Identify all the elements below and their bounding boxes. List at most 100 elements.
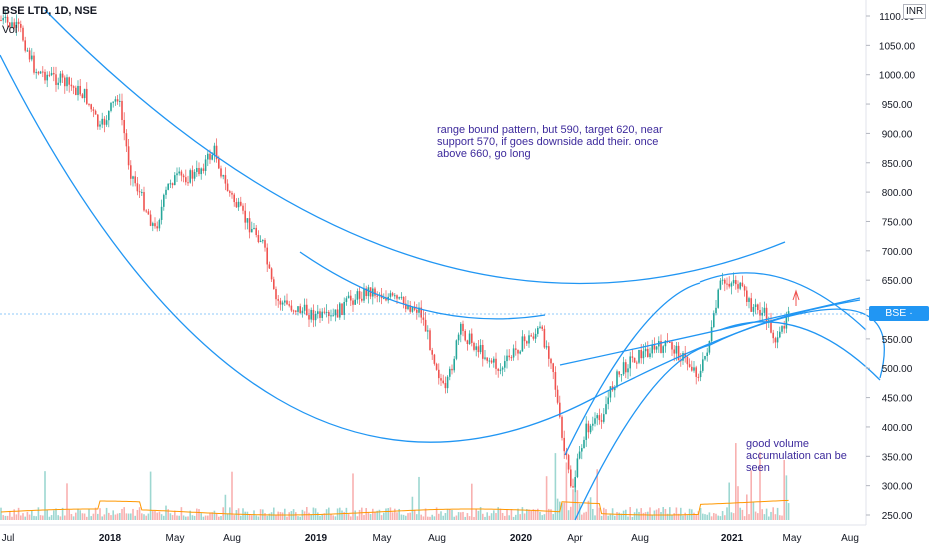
- volume-bar: [202, 516, 205, 520]
- candle-body: [152, 223, 154, 226]
- candle-body: [532, 336, 535, 339]
- volume-bar: [565, 462, 568, 520]
- volume-bar: [176, 515, 178, 520]
- trendline-6[interactable]: [699, 272, 867, 331]
- candle-body: [704, 356, 706, 360]
- main-annotation[interactable]: range bound pattern, but 590, target 620…: [437, 124, 663, 160]
- volume-indicator-label[interactable]: Vol: [2, 24, 18, 36]
- candle-body: [59, 73, 62, 83]
- volume-bar: [477, 510, 480, 520]
- volume-bar: [785, 475, 788, 520]
- trendline-8[interactable]: [559, 297, 861, 366]
- volume-bar: [440, 511, 442, 520]
- candle-body: [708, 340, 711, 353]
- volume-bar: [730, 512, 733, 520]
- candle-body: [97, 114, 99, 127]
- volume-bar: [306, 507, 308, 520]
- volume-bar: [596, 469, 598, 520]
- volume-bar: [781, 515, 783, 520]
- volume-bar: [119, 513, 121, 520]
- volume-moving-average: [0, 499, 789, 516]
- volume-bar: [178, 515, 180, 520]
- volume-bar: [138, 507, 141, 520]
- volume-bar: [149, 471, 152, 520]
- volume-bar: [647, 511, 649, 520]
- candle-body: [779, 331, 781, 338]
- candle-body: [127, 146, 130, 166]
- candle-body: [598, 415, 601, 421]
- volume-bar: [323, 513, 326, 520]
- candle-body: [785, 316, 788, 329]
- trendline-2[interactable]: [0, 54, 885, 443]
- candle-body: [783, 326, 785, 329]
- candle-body: [746, 290, 748, 302]
- volume-bar: [220, 516, 222, 520]
- volume-bar: [576, 490, 579, 520]
- y-tick-label: 350.00: [882, 452, 913, 463]
- candle-body: [710, 327, 713, 341]
- volume-bar: [196, 508, 198, 520]
- trendline-1[interactable]: [44, 9, 786, 285]
- candle-body: [178, 171, 180, 174]
- volume-bar: [411, 496, 414, 520]
- candle-body: [288, 304, 290, 306]
- volume-bar: [180, 507, 183, 520]
- volume-bar: [486, 512, 488, 520]
- volume-bar: [61, 507, 64, 520]
- volume-annotation[interactable]: good volume accumulation can be seen: [746, 438, 847, 474]
- price-axis[interactable]: 1100.00 1050.00 1000.00 950.00 900.00 850.00 8…: [866, 12, 916, 522]
- volume-bar: [620, 513, 623, 520]
- trendline-3[interactable]: [299, 251, 546, 320]
- volume-bar: [334, 516, 337, 520]
- volume-bar: [719, 516, 722, 520]
- volume-bar: [235, 510, 238, 520]
- candle-body: [147, 211, 150, 215]
- candle-body: [462, 323, 464, 331]
- volume-bar: [251, 515, 253, 520]
- volume-bar: [521, 507, 524, 520]
- candle-body: [398, 297, 400, 299]
- volume-bar: [431, 514, 433, 520]
- candle-body: [669, 342, 671, 344]
- y-tick-label: 850.00: [882, 159, 913, 170]
- candle-body: [444, 383, 447, 389]
- candle-body: [149, 214, 152, 226]
- trendline-4[interactable]: [564, 282, 701, 456]
- y-tick-label: 900.00: [882, 129, 913, 140]
- symbol-title[interactable]: BSE LTD, 1D, NSE: [2, 5, 98, 17]
- volume-bar: [198, 509, 200, 520]
- volume-bar: [713, 513, 715, 520]
- candle-body: [303, 304, 306, 311]
- x-tick-label: Aug: [223, 533, 241, 544]
- volume-bar: [363, 515, 365, 520]
- trendline-5[interactable]: [574, 299, 861, 521]
- volume-bar: [112, 510, 114, 520]
- volume-bar: [484, 516, 486, 520]
- candle-body: [627, 368, 629, 373]
- candle-body: [6, 16, 9, 23]
- candle-body: [673, 349, 675, 354]
- candle-body: [576, 458, 579, 478]
- candle-body: [306, 304, 308, 316]
- volume-bar: [11, 516, 13, 520]
- volume-bar: [134, 515, 136, 520]
- volume-bar: [226, 513, 229, 520]
- candle-body: [721, 279, 724, 281]
- time-axis[interactable]: Jul 2018 May Aug 2019 May Aug 2020 Apr Aug 2021 May…: [2, 533, 859, 544]
- candle-body: [277, 299, 279, 301]
- candle-body: [471, 333, 473, 343]
- candle-body: [477, 346, 480, 353]
- candle-body: [411, 306, 414, 312]
- trendline-7[interactable]: [719, 321, 881, 381]
- candle-body: [548, 346, 550, 359]
- candle-body: [119, 100, 121, 102]
- volume-bar: [466, 513, 469, 520]
- candle-body: [209, 153, 211, 160]
- candle-body: [655, 346, 658, 350]
- trendlines[interactable]: [0, 9, 885, 521]
- candle-body: [715, 307, 717, 314]
- volume-bar: [312, 507, 315, 520]
- candle-body: [79, 85, 81, 95]
- candle-body: [451, 368, 453, 371]
